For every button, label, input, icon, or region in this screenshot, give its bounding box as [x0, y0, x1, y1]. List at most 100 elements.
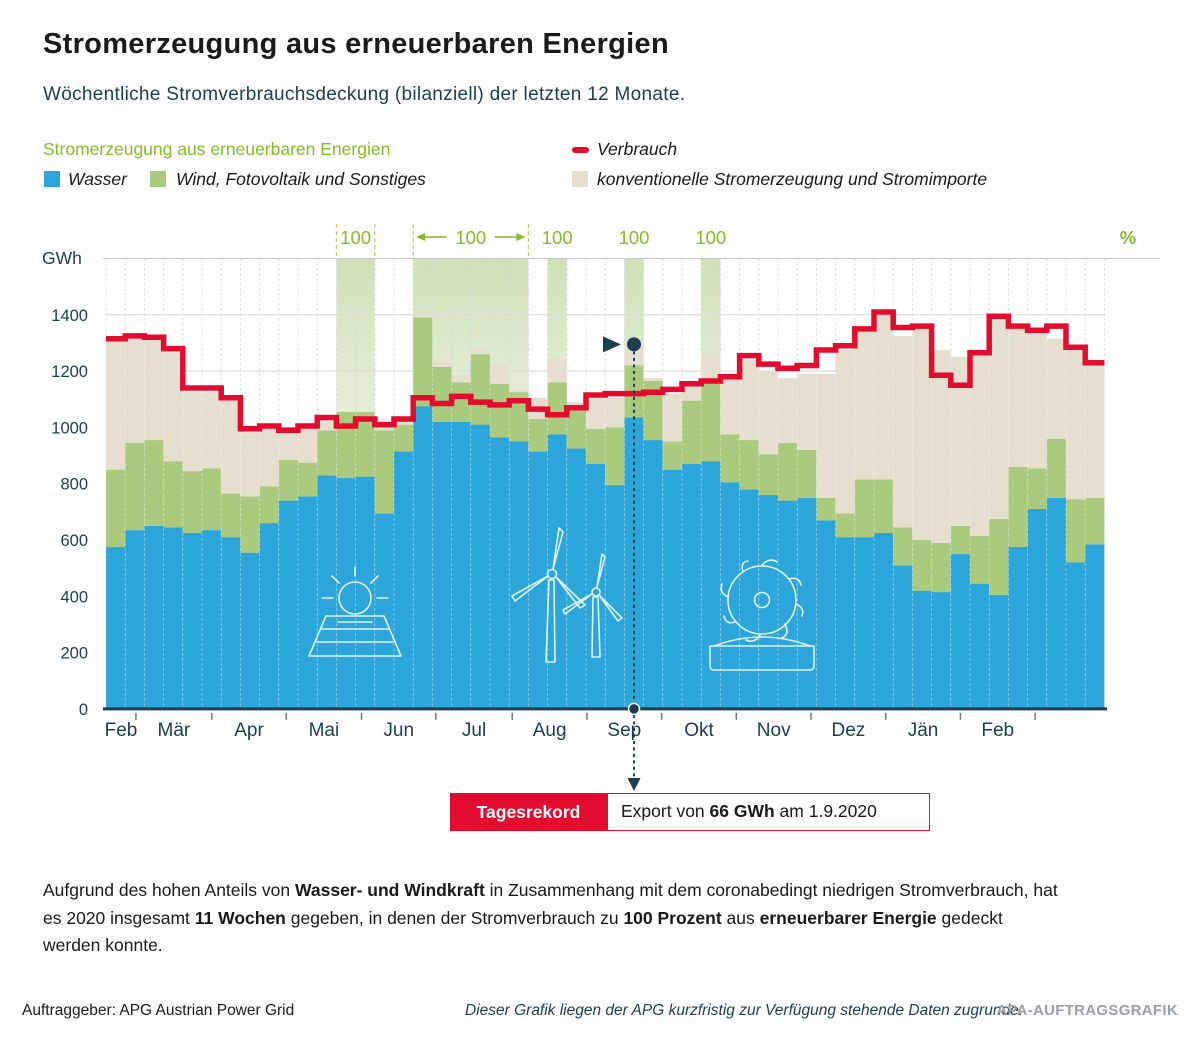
bar-wasser	[470, 424, 490, 709]
y-tick-label: 400	[60, 588, 88, 606]
bar-konventionell	[778, 378, 798, 443]
body-segment: in Zusammenhang mit dem coronabedingt ni…	[43, 880, 1058, 928]
water-turbine-icon	[709, 559, 815, 671]
body-segment: aus	[721, 907, 760, 928]
bar-wasser	[202, 530, 222, 709]
legend-wasser-swatch	[44, 171, 60, 187]
month-label: Jun	[383, 720, 414, 741]
bar-wind	[432, 366, 452, 422]
body-bold-segment: 11 Wochen	[194, 907, 286, 928]
bar-konventionell	[182, 392, 202, 472]
bar-wind	[163, 461, 183, 528]
y-tick-label: 200	[60, 645, 88, 663]
bar-konventionell	[1066, 347, 1086, 500]
bar-wasser	[739, 489, 759, 709]
band-arrowhead-left	[416, 233, 426, 241]
bar-wasser	[336, 478, 356, 709]
bar-wind	[509, 392, 529, 442]
bar-konventionell	[547, 358, 567, 383]
bar-konventionell	[259, 427, 279, 487]
bar-wasser	[106, 547, 126, 709]
bar-konventionell	[490, 364, 510, 384]
bar-wasser	[1008, 547, 1028, 709]
bar-konventionell	[624, 344, 644, 366]
bar-wasser	[758, 494, 778, 709]
bar-wind	[221, 493, 241, 538]
body-bold-segment: Wasser- und Windkraft	[295, 880, 485, 900]
bar-konventionell	[797, 373, 817, 450]
legend-verbrauch-swatch	[572, 147, 589, 153]
month-label: Jän	[908, 720, 939, 741]
y-tick-label: 1000	[51, 419, 88, 437]
band-arrowhead-right	[516, 233, 526, 241]
bar-wasser	[778, 500, 798, 709]
bar-wind	[1027, 468, 1047, 510]
bar-wind	[816, 497, 836, 521]
legend-konventionell-swatch	[572, 171, 588, 187]
bar-wasser	[797, 497, 817, 709]
bar-wind	[394, 424, 414, 452]
record-badge: Tagesrekord	[450, 793, 607, 831]
bar-konventionell	[202, 392, 222, 469]
bar-wasser	[451, 421, 471, 709]
bar-konventionell	[682, 383, 702, 401]
y-tick-label: 800	[60, 476, 88, 494]
bar-konventionell	[413, 310, 433, 318]
wind-turbines-icon	[511, 527, 623, 663]
bar-konventionell	[643, 378, 663, 381]
body-bold-segment: 100 Prozent	[623, 907, 722, 928]
bar-wasser	[278, 500, 298, 709]
body-segment: gedeckt werden konnte.	[43, 907, 1003, 956]
bar-konventionell	[989, 319, 1009, 519]
bar-konventionell	[874, 313, 894, 480]
bar-konventionell	[739, 359, 759, 441]
footer-disclaimer: Dieser Grafik liegen der APG kurzfristig…	[465, 1002, 1023, 1019]
bar-wind	[374, 430, 394, 514]
bar-wind	[605, 427, 625, 486]
bar-wind	[739, 440, 759, 490]
bar-wasser	[566, 448, 586, 709]
bar-wind	[470, 354, 490, 425]
bar-wasser	[874, 532, 894, 709]
bar-wind	[662, 441, 682, 470]
bar-konventionell	[662, 393, 682, 442]
bar-konventionell	[758, 371, 778, 455]
bar-konventionell	[912, 324, 932, 540]
bar-konventionell	[1085, 359, 1105, 498]
legend-konventionell-label: konventionelle Stromerzeugung und Stromi…	[597, 169, 988, 189]
bar-wind	[240, 496, 260, 553]
stacked-bar-chart: 100 100 100 100 100% Feb Mär Apr Mai Jun Jul Aug Se…	[42, 224, 1160, 791]
bar-wind	[758, 454, 778, 495]
bar-wind	[1085, 497, 1105, 545]
bar-wasser	[374, 513, 394, 709]
bar-wasser	[835, 537, 855, 709]
month-label: Apr	[234, 720, 264, 741]
bar-wind	[989, 518, 1009, 595]
bar-konventionell	[816, 373, 836, 498]
bar-wasser	[682, 463, 702, 709]
bar-konventionell	[298, 425, 318, 463]
body-paragraph: Aufgrund des hohen Anteils von Wasser- u…	[43, 877, 1065, 960]
bar-konventionell	[1027, 330, 1047, 469]
bar-wind	[566, 410, 586, 449]
bar-wind	[202, 468, 222, 531]
bar-wind	[720, 434, 740, 483]
bar-konventionell	[278, 427, 298, 460]
bar-wasser	[394, 451, 414, 709]
bar-wind	[547, 382, 567, 435]
bar-wind	[490, 383, 510, 438]
body-segment: gegeben, in denen der Stromverbrauch zu	[285, 907, 624, 928]
bar-wasser	[1027, 509, 1047, 709]
page-title: Stromerzeugung aus erneuerbaren Energien	[43, 28, 669, 60]
bar-konventionell	[970, 351, 990, 536]
bar-wasser	[1066, 562, 1086, 709]
legend-wind-swatch	[150, 171, 166, 187]
month-label: Jul	[462, 720, 486, 741]
bar-wasser	[547, 434, 567, 709]
verbrauch-line	[106, 309, 1105, 433]
bar-wind	[586, 428, 606, 464]
bar-wasser	[970, 583, 990, 709]
legend-wind-label: Wind, Fotovoltaik und Sonstiges	[176, 169, 426, 189]
bar-wasser	[701, 461, 721, 709]
